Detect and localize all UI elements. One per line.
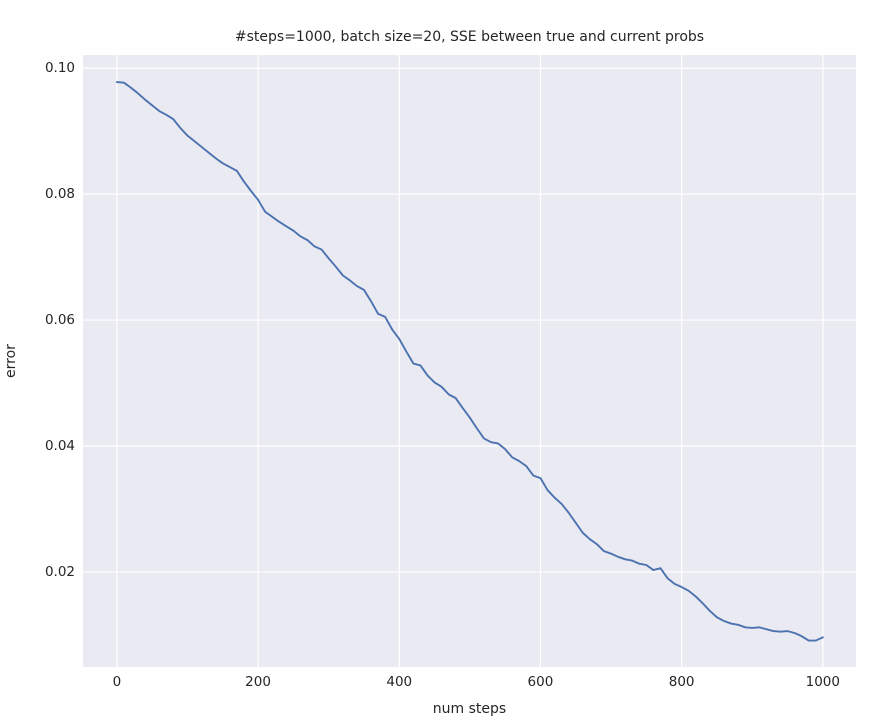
y-tick-label: 0.04 <box>44 438 75 454</box>
y-tick-label: 0.06 <box>44 312 75 329</box>
chart-title: #steps=1000, batch size=20, SSE between … <box>234 29 705 45</box>
data-line-sse-between-true-and-current-probs <box>115 81 824 642</box>
x-tick-label: 200 <box>245 674 271 690</box>
x-tick-label: 800 <box>668 674 695 690</box>
y-tick-label: 0.10 <box>44 60 75 77</box>
y-tick-label: 0.02 <box>44 563 75 580</box>
x-tick-label: 600 <box>527 674 554 690</box>
x-tick-label: 0 <box>112 674 122 690</box>
y-axis-label: error <box>3 344 19 378</box>
plot-area <box>83 55 856 667</box>
x-tick-label: 1000 <box>805 674 840 690</box>
y-tick-label: 0.08 <box>44 186 75 203</box>
line-plot-svg <box>83 55 856 667</box>
x-axis-label: num steps <box>432 701 507 717</box>
x-tick-label: 400 <box>386 674 413 690</box>
